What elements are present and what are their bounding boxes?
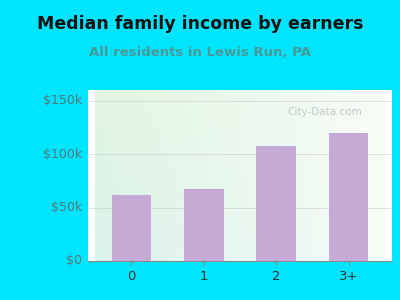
Bar bbox=[329, 133, 368, 261]
Text: Median family income by earners: Median family income by earners bbox=[37, 15, 363, 33]
Text: All residents in Lewis Run, PA: All residents in Lewis Run, PA bbox=[89, 46, 311, 59]
Text: City-Data.com: City-Data.com bbox=[288, 107, 362, 117]
Bar bbox=[112, 195, 151, 261]
Bar bbox=[256, 146, 296, 261]
Bar bbox=[184, 189, 224, 261]
Text: $0: $0 bbox=[66, 254, 82, 268]
Text: $150k: $150k bbox=[43, 94, 82, 107]
Text: $100k: $100k bbox=[43, 148, 82, 160]
Text: $50k: $50k bbox=[51, 201, 82, 214]
